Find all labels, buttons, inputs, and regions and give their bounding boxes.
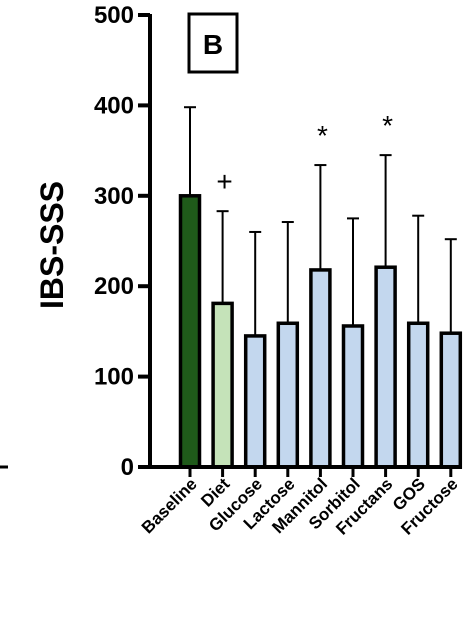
y-tick-label-300: 300	[94, 183, 134, 210]
panel-label: B	[203, 29, 223, 60]
bar-gos	[406, 321, 430, 469]
significance-mark-diet: +	[216, 166, 232, 197]
panel-label-box	[187, 12, 239, 74]
y-tick-label-100: 100	[94, 364, 134, 391]
y-tick-label-400: 400	[94, 92, 134, 119]
bar-glucose	[243, 334, 267, 469]
y-tick-label-0: 0	[121, 454, 134, 481]
category-label-baseline: Baseline	[138, 474, 201, 537]
bar-mannitol	[309, 268, 332, 469]
significance-mark-mannitol: *	[317, 120, 328, 151]
bar-baseline	[178, 194, 202, 469]
bar-lactose	[276, 321, 300, 469]
y-axis-label: IBS-SSS	[34, 181, 70, 309]
bar-fructans	[374, 265, 397, 469]
bar-sorbitol	[341, 324, 365, 469]
y-tick-label-200: 200	[94, 273, 134, 300]
bar-fructose	[439, 331, 463, 469]
y-tick-label-500: 500	[94, 2, 134, 29]
bar-diet	[211, 301, 234, 469]
significance-mark-fructans: *	[382, 110, 393, 141]
